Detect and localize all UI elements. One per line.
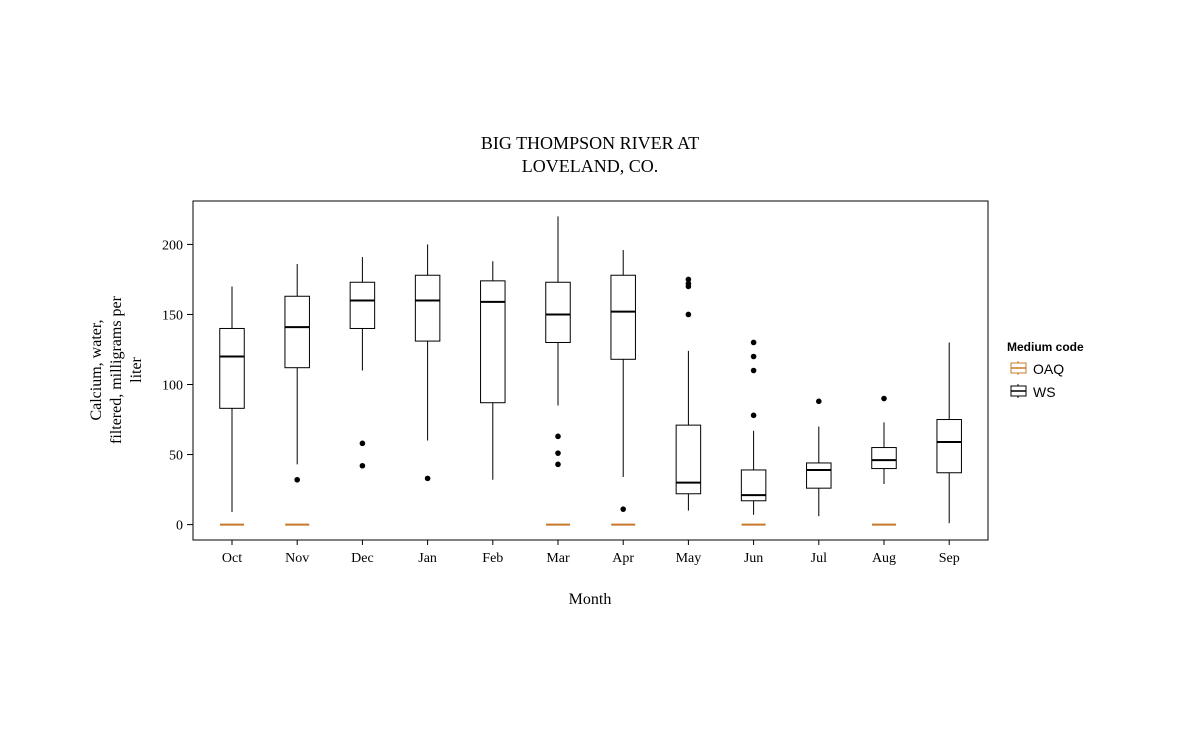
x-tick-label: Apr [612,551,634,566]
box-ws-aug [871,395,897,484]
box-body [806,462,832,489]
chart-title-line-1: BIG THOMPSON RIVER AT [481,133,699,153]
x-tick-label: Jul [811,551,827,566]
box-body [871,447,897,470]
box-outlier [685,311,692,318]
legend-item-oaq: OAQ [1010,361,1064,377]
x-tick-label: May [676,551,702,566]
box-ws-may [675,276,702,511]
x-tick-label: Dec [351,551,374,566]
box-body [936,419,962,474]
box-ws-sep [936,342,962,524]
x-tick-label: Nov [285,551,309,566]
box-body [610,274,636,360]
y-axis-label-line-2: filtered, milligrams per [108,295,125,444]
box-ws-apr [610,250,636,512]
box-outlier [359,462,366,469]
x-tick-label: Oct [222,551,242,566]
x-tick-label: Sep [939,551,960,566]
box-outlier [750,339,757,346]
y-tick-label: 200 [162,238,183,253]
x-tick-label: Feb [482,551,503,566]
x-tick-label: Mar [546,551,570,566]
legend: Medium code OAQ WS [1007,340,1084,400]
y-axis: 0 50 100 150 200 [162,238,193,534]
legend-item-ws: WS [1010,384,1056,400]
box-outlier [750,412,757,419]
box-ws-dec [349,257,376,469]
legend-title: Medium code [1007,340,1084,354]
box-outlier [359,440,366,447]
legend-label-ws: WS [1033,384,1056,400]
box-outlier [816,398,822,405]
x-tick-label: Jun [744,551,763,566]
plot-frame [192,200,989,541]
y-axis-label-line-3: liter [128,356,145,382]
box-body [284,295,310,369]
box-outlier [555,450,561,456]
y-tick-label: 0 [176,519,183,534]
box-outlier [685,276,692,283]
y-tick-label: 100 [162,379,183,394]
box-outlier [424,475,431,482]
box-ws-mar [545,216,571,468]
x-tick-label: Jan [418,551,437,566]
legend-label-oaq: OAQ [1033,361,1064,377]
box-outlier [294,476,301,483]
x-axis: Oct Nov Dec Jan Feb Mar Apr May Jun Jul Aug Sep [222,540,960,566]
chart-marks [219,216,962,526]
box-ws-oct [219,286,245,512]
box-body [349,281,376,329]
y-tick-label: 150 [162,308,183,323]
box-ws-feb [480,261,506,480]
x-axis-label: Month [569,591,612,608]
y-tick-label: 50 [169,449,183,464]
box-body [480,280,506,404]
box-outlier [685,283,692,290]
box-body [545,281,571,343]
box-ws-jul [806,398,832,517]
box-ws-jun [740,339,767,515]
box-outlier [881,395,887,402]
y-axis-label-line-1: Calcium, water, [88,319,105,420]
box-ws-nov [284,264,310,483]
chart-title-line-2: LOVELAND, CO. [522,156,659,176]
box-outlier [555,461,561,468]
box-outlier [555,433,561,440]
box-ws-jan [414,244,441,482]
box-outlier [750,367,757,374]
box-body [219,327,245,409]
x-tick-label: Aug [872,551,896,566]
box-outlier [620,506,626,512]
box-outlier [750,353,757,360]
box-body [414,274,441,342]
